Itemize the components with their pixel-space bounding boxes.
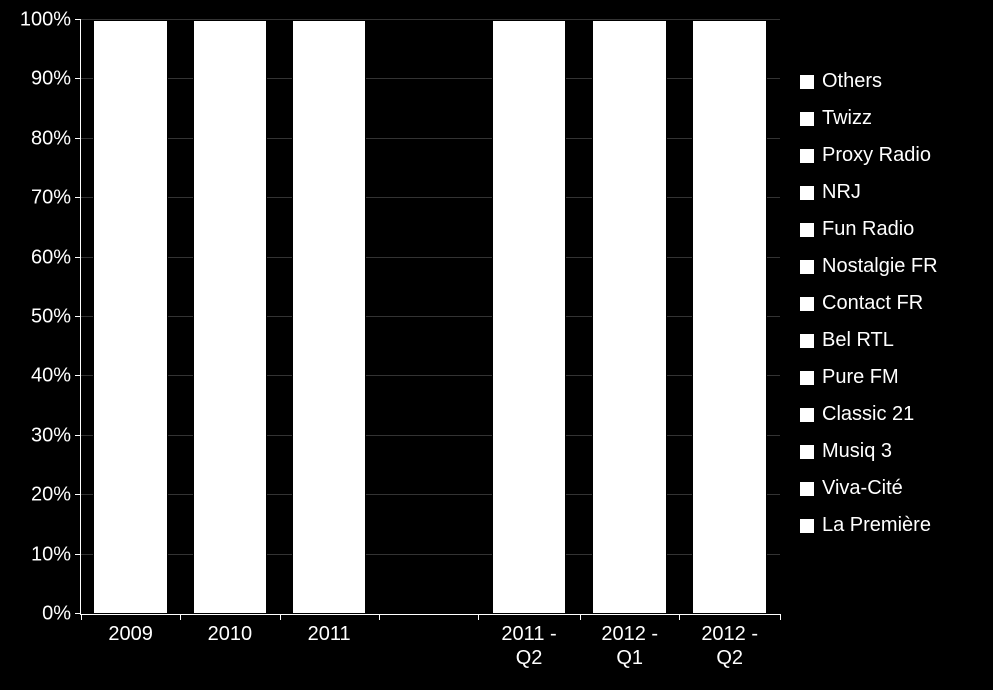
legend-swatch (800, 371, 814, 385)
legend-label: Musiq 3 (822, 440, 892, 463)
gridline (81, 197, 780, 198)
legend-label: Viva-Cité (822, 477, 903, 500)
legend-swatch (800, 149, 814, 163)
legend-item: Musiq 3 (800, 440, 980, 463)
legend-item: Twizz (800, 107, 980, 130)
x-tick-mark (478, 614, 479, 620)
legend-swatch (800, 223, 814, 237)
y-tick-label: 30% (31, 424, 81, 447)
legend-swatch (800, 519, 814, 533)
legend-swatch (800, 186, 814, 200)
legend-label: Classic 21 (822, 403, 914, 426)
legend-item: Classic 21 (800, 403, 980, 426)
gridline (81, 138, 780, 139)
gridline (81, 494, 780, 495)
bar-2012-q1 (592, 20, 666, 614)
legend-label: Proxy Radio (822, 144, 931, 167)
legend-label: Fun Radio (822, 218, 914, 241)
y-tick-label: 90% (31, 68, 81, 91)
legend-swatch (800, 445, 814, 459)
gridline (81, 375, 780, 376)
bar-2011-q2 (492, 20, 566, 614)
x-tick-mark (81, 614, 82, 620)
legend-label: Pure FM (822, 366, 899, 389)
gridline (81, 78, 780, 79)
legend-label: Others (822, 70, 882, 93)
y-tick-label: 60% (31, 246, 81, 269)
gridline (81, 257, 780, 258)
legend-item: Proxy Radio (800, 144, 980, 167)
legend-item: Pure FM (800, 366, 980, 389)
y-tick-label: 10% (31, 543, 81, 566)
x-tick-label: 2012 - Q2 (701, 614, 758, 670)
x-tick-label: 2010 (208, 614, 253, 646)
gridline (81, 435, 780, 436)
bar-2012-q2 (692, 20, 766, 614)
legend-item: Bel RTL (800, 329, 980, 352)
legend-swatch (800, 260, 814, 274)
y-tick-label: 0% (42, 603, 81, 626)
x-tick-mark (580, 614, 581, 620)
bar-2010 (193, 20, 267, 614)
legend-swatch (800, 112, 814, 126)
y-tick-label: 70% (31, 187, 81, 210)
legend-item: Nostalgie FR (800, 255, 980, 278)
y-tick-label: 50% (31, 306, 81, 329)
legend-item: NRJ (800, 181, 980, 204)
legend-swatch (800, 334, 814, 348)
y-tick-label: 20% (31, 484, 81, 507)
bar-2011 (292, 20, 366, 614)
legend-label: NRJ (822, 181, 861, 204)
y-tick-label: 100% (20, 9, 81, 32)
chart-container: 0% 10% 20% 30% 40% 50% 60% 70% 80% 90% 1… (0, 0, 993, 690)
y-tick-label: 80% (31, 127, 81, 150)
legend-label: La Première (822, 514, 931, 537)
legend: Others Twizz Proxy Radio NRJ Fun Radio N… (800, 70, 980, 551)
x-tick-mark (679, 614, 680, 620)
x-tick-label: 2011 - Q2 (501, 614, 556, 670)
x-tick-mark (780, 614, 781, 620)
x-tick-mark (280, 614, 281, 620)
x-tick-label: 2009 (108, 614, 153, 646)
plot-area: 0% 10% 20% 30% 40% 50% 60% 70% 80% 90% 1… (80, 20, 780, 615)
x-tick-label: 2012 - Q1 (601, 614, 658, 670)
legend-item: Others (800, 70, 980, 93)
gridline (81, 554, 780, 555)
gridline (81, 316, 780, 317)
x-tick-label: 2011 (308, 614, 351, 646)
legend-label: Bel RTL (822, 329, 894, 352)
legend-swatch (800, 482, 814, 496)
legend-label: Twizz (822, 107, 872, 130)
x-tick-mark (180, 614, 181, 620)
legend-item: Contact FR (800, 292, 980, 315)
legend-item: Viva-Cité (800, 477, 980, 500)
bar-2009 (93, 20, 167, 614)
x-tick-mark (379, 614, 380, 620)
gridline (81, 19, 780, 20)
legend-label: Nostalgie FR (822, 255, 938, 278)
legend-swatch (800, 297, 814, 311)
legend-item: La Première (800, 514, 980, 537)
y-tick-label: 40% (31, 365, 81, 388)
legend-item: Fun Radio (800, 218, 980, 241)
legend-label: Contact FR (822, 292, 923, 315)
legend-swatch (800, 75, 814, 89)
legend-swatch (800, 408, 814, 422)
